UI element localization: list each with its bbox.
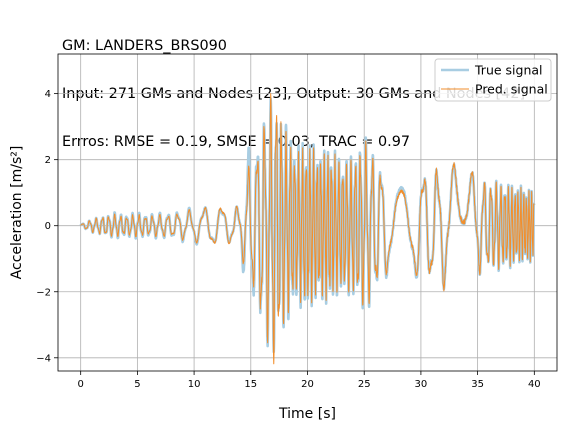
- legend-label-true-signal: True signal: [474, 63, 543, 78]
- title-line-1: GM: LANDERS_BRS090: [62, 38, 227, 54]
- y-tick-label: 2: [45, 155, 51, 166]
- x-tick-label: 25: [358, 379, 371, 390]
- x-tick-label: 5: [134, 379, 140, 390]
- x-tick-label: 10: [188, 379, 201, 390]
- y-axis-label: Acceleration [m/s²]: [9, 146, 25, 280]
- plot-area: [79, 93, 536, 365]
- x-tick-label: 30: [415, 379, 428, 390]
- series-pred-signal: [80, 93, 535, 365]
- x-tick-label: 40: [528, 379, 541, 390]
- axis-ticks: 0 5 10 15 20 25 30 35 40 −4 −2 0 2 4: [36, 89, 540, 390]
- legend: True signal Pred. signal: [434, 58, 552, 102]
- legend-label-pred-signal: Pred. signal: [475, 82, 548, 97]
- y-tick-label: 4: [45, 89, 51, 100]
- x-tick-label: 20: [301, 379, 314, 390]
- y-tick-label: −2: [36, 287, 51, 298]
- y-tick-label: −4: [36, 353, 51, 364]
- y-tick-label: 0: [45, 221, 51, 232]
- x-axis-label: Time [s]: [278, 406, 336, 422]
- x-tick-label: 0: [77, 379, 83, 390]
- x-tick-label: 35: [471, 379, 484, 390]
- x-tick-label: 15: [244, 379, 257, 390]
